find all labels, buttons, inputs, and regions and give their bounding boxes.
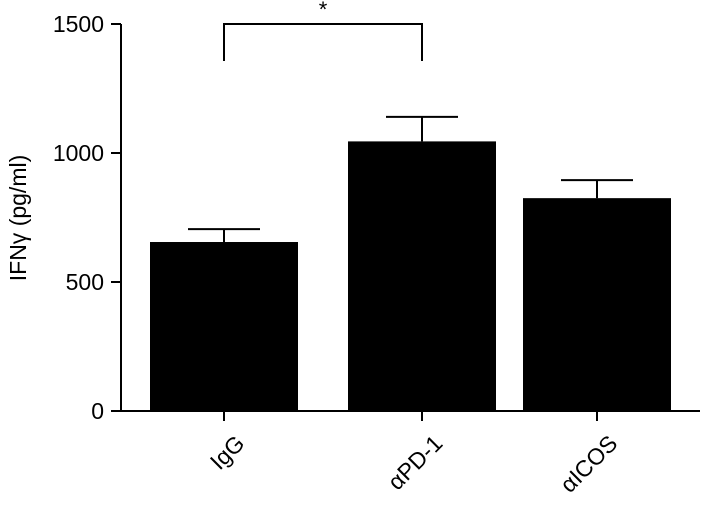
y-tick-label: 1000 [53, 140, 104, 166]
significance-brackets: * [223, 0, 423, 61]
y-axis: 0 500 1000 1500 [53, 11, 122, 424]
y-tick-label: 500 [66, 269, 104, 295]
bars [150, 141, 671, 411]
x-tick-label-αPD-1: αPD-1 [383, 430, 448, 495]
bar-IgG [150, 242, 298, 411]
x-tick-label-IgG: IgG [205, 430, 250, 475]
x-axis: IgG αPD-1 αICOS [121, 410, 700, 498]
significance-label: * [319, 0, 328, 22]
error-bars [188, 115, 633, 243]
y-tick-label: 1500 [53, 11, 104, 37]
y-axis-title: IFNγ (pg/ml) [5, 155, 31, 282]
bar-αICOS [523, 198, 671, 411]
significance-bracket [223, 23, 423, 61]
x-tick-label-αICOS: αICOS [555, 430, 623, 498]
y-tick-label: 0 [91, 398, 104, 424]
bar-αPD-1 [348, 141, 496, 411]
